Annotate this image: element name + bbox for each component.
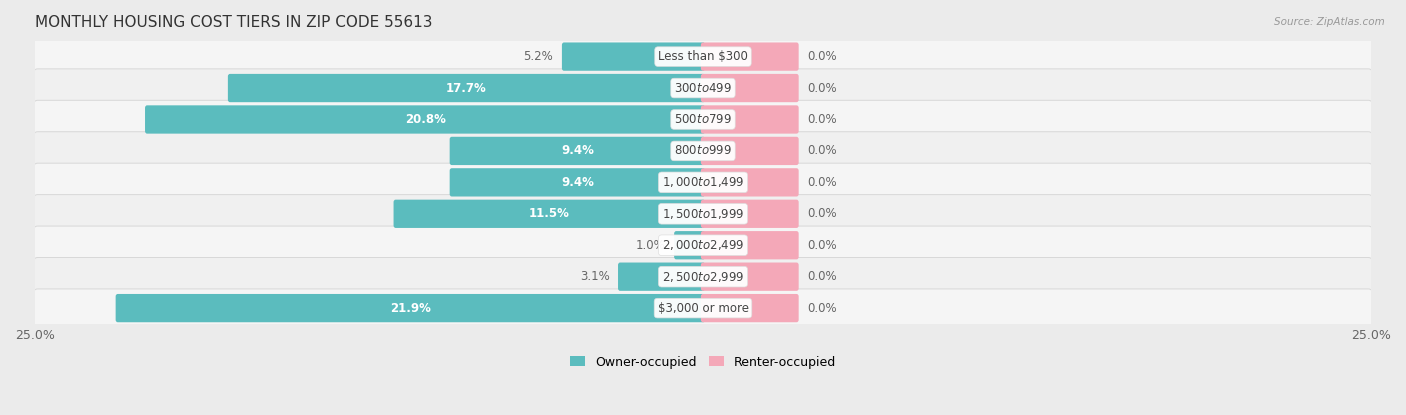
Text: 9.4%: 9.4% bbox=[561, 144, 593, 157]
Text: 0.0%: 0.0% bbox=[807, 113, 837, 126]
Text: 0.0%: 0.0% bbox=[807, 50, 837, 63]
Text: Less than $300: Less than $300 bbox=[658, 50, 748, 63]
FancyBboxPatch shape bbox=[700, 263, 799, 291]
Text: 5.2%: 5.2% bbox=[523, 50, 554, 63]
Text: $1,000 to $1,499: $1,000 to $1,499 bbox=[662, 176, 744, 189]
FancyBboxPatch shape bbox=[394, 200, 706, 228]
Text: $3,000 or more: $3,000 or more bbox=[658, 302, 748, 315]
Text: $300 to $499: $300 to $499 bbox=[673, 81, 733, 95]
Text: 0.0%: 0.0% bbox=[807, 270, 837, 283]
Text: Source: ZipAtlas.com: Source: ZipAtlas.com bbox=[1274, 17, 1385, 27]
FancyBboxPatch shape bbox=[562, 42, 706, 71]
FancyBboxPatch shape bbox=[700, 42, 799, 71]
Text: 1.0%: 1.0% bbox=[636, 239, 665, 252]
Text: $2,000 to $2,499: $2,000 to $2,499 bbox=[662, 238, 744, 252]
Text: 20.8%: 20.8% bbox=[405, 113, 446, 126]
Text: 21.9%: 21.9% bbox=[389, 302, 430, 315]
Legend: Owner-occupied, Renter-occupied: Owner-occupied, Renter-occupied bbox=[569, 356, 837, 369]
Text: 0.0%: 0.0% bbox=[807, 208, 837, 220]
FancyBboxPatch shape bbox=[700, 74, 799, 102]
Text: $800 to $999: $800 to $999 bbox=[673, 144, 733, 157]
FancyBboxPatch shape bbox=[34, 69, 1372, 107]
Text: 0.0%: 0.0% bbox=[807, 239, 837, 252]
FancyBboxPatch shape bbox=[34, 257, 1372, 296]
FancyBboxPatch shape bbox=[700, 168, 799, 197]
FancyBboxPatch shape bbox=[700, 231, 799, 259]
Text: $500 to $799: $500 to $799 bbox=[673, 113, 733, 126]
FancyBboxPatch shape bbox=[34, 37, 1372, 76]
Text: $2,500 to $2,999: $2,500 to $2,999 bbox=[662, 270, 744, 284]
FancyBboxPatch shape bbox=[34, 289, 1372, 327]
Text: 0.0%: 0.0% bbox=[807, 176, 837, 189]
Text: 11.5%: 11.5% bbox=[529, 208, 569, 220]
FancyBboxPatch shape bbox=[619, 263, 706, 291]
FancyBboxPatch shape bbox=[34, 163, 1372, 202]
FancyBboxPatch shape bbox=[34, 132, 1372, 170]
FancyBboxPatch shape bbox=[700, 200, 799, 228]
Text: $1,500 to $1,999: $1,500 to $1,999 bbox=[662, 207, 744, 221]
FancyBboxPatch shape bbox=[700, 294, 799, 322]
FancyBboxPatch shape bbox=[700, 137, 799, 165]
FancyBboxPatch shape bbox=[673, 231, 706, 259]
Text: 0.0%: 0.0% bbox=[807, 81, 837, 95]
Text: 3.1%: 3.1% bbox=[579, 270, 609, 283]
Text: MONTHLY HOUSING COST TIERS IN ZIP CODE 55613: MONTHLY HOUSING COST TIERS IN ZIP CODE 5… bbox=[35, 15, 433, 30]
FancyBboxPatch shape bbox=[34, 226, 1372, 264]
FancyBboxPatch shape bbox=[34, 195, 1372, 233]
FancyBboxPatch shape bbox=[700, 105, 799, 134]
FancyBboxPatch shape bbox=[450, 137, 706, 165]
Text: 0.0%: 0.0% bbox=[807, 144, 837, 157]
FancyBboxPatch shape bbox=[34, 100, 1372, 139]
FancyBboxPatch shape bbox=[145, 105, 706, 134]
Text: 0.0%: 0.0% bbox=[807, 302, 837, 315]
FancyBboxPatch shape bbox=[115, 294, 706, 322]
FancyBboxPatch shape bbox=[450, 168, 706, 197]
Text: 9.4%: 9.4% bbox=[561, 176, 593, 189]
FancyBboxPatch shape bbox=[228, 74, 706, 102]
Text: 17.7%: 17.7% bbox=[446, 81, 486, 95]
